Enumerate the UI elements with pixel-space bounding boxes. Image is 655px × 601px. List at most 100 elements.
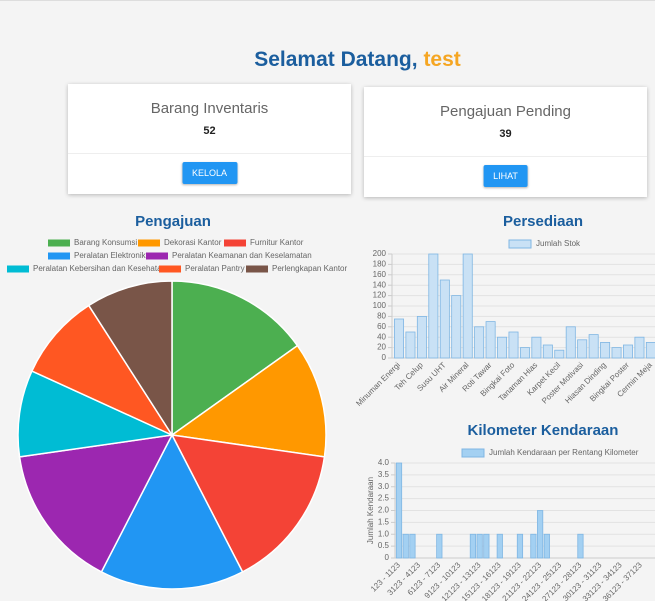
bar [634,336,645,359]
bar [474,326,485,359]
pie-slice [87,280,173,438]
y-tick-label: 3.5 [378,470,390,479]
legend-label: Peralatan Keamanan dan Keselamatan [172,251,312,260]
greeting: Selamat Datang, [254,48,418,71]
y-tick-label: 2.5 [378,494,390,503]
bar [577,339,588,359]
bar [394,318,404,359]
pie-slice [171,280,299,437]
y-tick-label: 180 [373,260,387,269]
legend-swatch [246,265,268,273]
bar [405,331,416,359]
bar [588,334,599,359]
legend-label: Perlengkapan Kantor [272,264,348,273]
y-tick-label: 1.0 [378,529,390,538]
bar [395,462,403,559]
bar [497,336,508,359]
pie-slice [30,304,175,437]
legend-swatch [138,239,160,247]
y-tick-label: 0 [385,553,390,562]
bar [543,533,550,559]
legend-label: Furnitur Kantor [250,238,304,247]
y-tick-label: 160 [373,270,387,279]
y-tick-label: 4.0 [378,458,390,467]
bar [462,253,473,359]
pie-slice [170,344,327,458]
button[interactable]: KELOLA [181,162,238,184]
button[interactable]: LIHAT [483,165,528,187]
pie-slice [17,370,175,458]
divider [68,153,351,154]
legend-label: Peralatan Elektronik [74,251,147,260]
chart-title: Persediaan [503,213,583,230]
legend-swatch [7,265,29,273]
y-tick-label: 60 [377,322,386,331]
legend-label: Barang Konsumsi [74,238,137,247]
y-tick-label: 200 [373,249,387,258]
bar [542,344,553,359]
bar [469,533,477,559]
y-tick-label: 2.0 [378,506,390,515]
bar [508,331,519,359]
card: Pengajuan Pending 39 LIHAT [364,87,647,197]
bar [645,341,655,359]
bar [537,510,544,559]
bar [409,533,416,559]
legend-swatch [508,239,532,249]
bar [623,344,633,359]
card-value: 39 [499,128,512,140]
legend-label: Peralatan Pantry [185,264,245,273]
user-name: test [423,48,461,71]
card: Barang Inventaris 52 KELOLA [68,84,351,194]
legend-swatch [159,265,181,273]
bar [451,295,462,359]
bar [428,253,439,359]
y-tick-label: 80 [377,312,386,321]
bar [519,347,530,359]
legend-swatch [146,252,168,260]
bar [402,533,409,559]
card-title: Pengajuan Pending [440,103,571,120]
bar [611,347,622,359]
y-axis-title: Jumlah Kendaraan [366,477,375,544]
welcome: Selamat Datang, test [0,48,655,72]
card-value: 52 [203,125,216,137]
card-title: Barang Inventaris [150,100,269,117]
legend-swatch [461,448,485,458]
bar [439,279,450,359]
pie-slice [18,434,174,573]
y-tick-label: 0 [382,353,387,362]
divider [364,156,647,157]
y-tick-label: 120 [373,291,387,300]
bar [600,341,611,359]
legend-label: Peralatan Kebersihan dan Kesehatan [33,264,166,273]
legend-label: Jumlah Kendaraan per Rentang Kilometer [489,448,639,457]
chart-title: Pengajuan [135,213,211,230]
bar [577,533,584,559]
bar [496,533,503,559]
bar [554,349,565,359]
legend-swatch [48,252,70,260]
bar [436,533,443,559]
bar [565,326,576,359]
legend-label: Dekorasi Kantor [164,238,222,247]
bar [485,321,496,359]
legend-swatch [224,239,246,247]
bar [476,533,483,559]
y-tick-label: 20 [377,343,386,352]
bar [416,315,427,359]
y-tick-label: 40 [377,332,386,341]
legend-label: Jumlah Stok [536,239,581,248]
y-tick-label: 100 [373,301,387,310]
bar [516,533,524,559]
legend-swatch [48,239,70,247]
bar [531,336,542,359]
pie-slice [100,433,244,590]
y-tick-label: 1.5 [378,517,390,526]
bar [483,533,490,559]
y-tick-label: 140 [373,280,387,289]
bar [530,533,537,559]
y-tick-label: 0.5 [378,541,390,550]
